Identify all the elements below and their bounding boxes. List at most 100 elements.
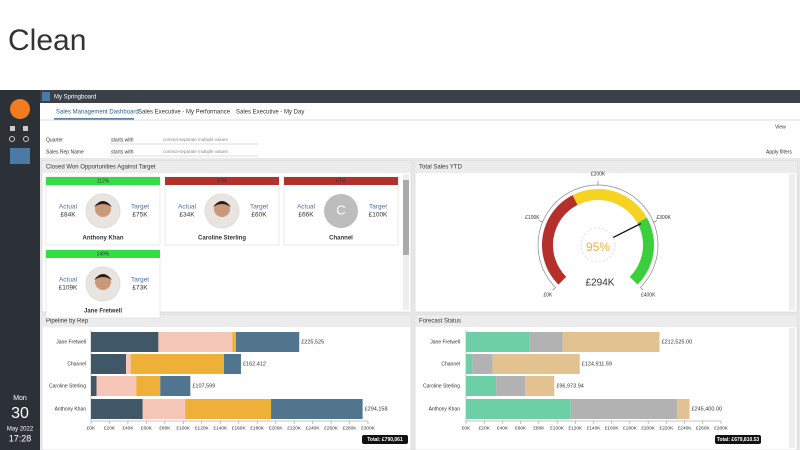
- gauge-hub: [580, 227, 616, 263]
- actual-label: Actual: [59, 204, 78, 211]
- gauge-percent: 95%: [586, 240, 610, 254]
- gauge-tick: [640, 287, 644, 291]
- icon[interactable]: [23, 126, 28, 131]
- bar-segment: [223, 354, 241, 374]
- bar-segment: [496, 376, 526, 396]
- scrollbar[interactable]: [789, 174, 795, 310]
- home-icon[interactable]: [42, 92, 50, 101]
- x-tick-label: £140K: [587, 425, 602, 431]
- filter-operator[interactable]: starts with: [111, 149, 134, 155]
- percent-strip: [46, 250, 160, 258]
- percent-strip: [165, 177, 279, 185]
- y-tick-label: Channel: [67, 361, 86, 367]
- bar-segment: [142, 399, 186, 419]
- settings-icon[interactable]: [23, 136, 29, 142]
- bar-segment: [472, 354, 493, 374]
- bar-segment: [466, 399, 571, 419]
- tab[interactable]: Sales Management Dashboard: [56, 110, 139, 116]
- x-tick-label: £80K: [533, 425, 545, 431]
- gauge-value: £294K: [586, 278, 615, 289]
- scrollbar[interactable]: [789, 328, 795, 448]
- actual-label: Actual: [178, 204, 197, 211]
- x-tick-label: £260K: [324, 425, 339, 431]
- gauge-tick-label: £200K: [591, 171, 606, 177]
- x-tick-label: £60K: [141, 425, 153, 431]
- bar-segment: [130, 354, 224, 374]
- total-badge: [715, 435, 761, 444]
- filter-operator[interactable]: starts with: [111, 137, 134, 143]
- x-tick-label: £40K: [122, 425, 134, 431]
- x-tick-label: £220K: [287, 425, 302, 431]
- filter-input[interactable]: comma-separate multiple values: [163, 149, 229, 154]
- rep-name: Jane Fretwell: [84, 309, 122, 315]
- date: 30: [11, 405, 29, 422]
- bar-segment: [158, 332, 233, 352]
- tab[interactable]: Sales Executive - My Performance: [138, 110, 231, 116]
- bar-segment: [271, 399, 363, 419]
- bar-segment: [492, 354, 580, 374]
- gauge-band: [629, 217, 654, 285]
- avatar-face: [95, 201, 111, 217]
- x-tick-label: £20K: [479, 425, 491, 431]
- x-tick-label: £180K: [623, 425, 638, 431]
- x-tick-label: £180K: [250, 425, 265, 431]
- total-badge-label: Total: £790,061: [367, 437, 403, 443]
- total-label: £162,412: [243, 361, 266, 367]
- avatar-hair: [213, 201, 231, 207]
- percent: 112%: [97, 178, 110, 184]
- total-label: £96,973.94: [556, 383, 584, 389]
- home-button[interactable]: [10, 148, 30, 164]
- apply-filters[interactable]: Apply filters: [766, 149, 792, 155]
- total-label: £245,400.00: [691, 406, 722, 412]
- bar-segment: [126, 354, 131, 374]
- percent: 149%: [97, 251, 110, 257]
- view-button[interactable]: View: [775, 124, 786, 130]
- caption: Clean: [8, 24, 86, 57]
- bar-segment: [529, 332, 563, 352]
- search-icon[interactable]: [9, 136, 15, 142]
- x-tick-label: £200K: [269, 425, 284, 431]
- bar-segment: [136, 376, 161, 396]
- filter-input[interactable]: comma-separate multiple values: [163, 137, 229, 142]
- x-tick-label: £100K: [176, 425, 191, 431]
- bar-segment: [232, 332, 236, 352]
- gauge-tick: [552, 287, 556, 291]
- bar-segment: [525, 376, 555, 396]
- target-value: £75K: [132, 212, 148, 219]
- bar-segment: [466, 332, 530, 352]
- bar-segment: [466, 376, 497, 396]
- panel-title: Closed Won Opportunities Against Target: [46, 165, 156, 171]
- x-tick-label: £120K: [568, 425, 583, 431]
- panel-header: [42, 161, 411, 173]
- x-tick-label: £60K: [515, 425, 527, 431]
- x-tick-label: £240K: [306, 425, 321, 431]
- icon[interactable]: [10, 126, 15, 131]
- actual-label: Actual: [59, 277, 78, 284]
- actual-value: £109K: [59, 285, 78, 292]
- panel-header: [415, 161, 797, 173]
- avatar: [324, 194, 358, 228]
- scroll-thumb[interactable]: [403, 180, 409, 255]
- target-value: £100K: [369, 212, 388, 219]
- gauge-needle: [612, 222, 642, 238]
- tab[interactable]: Sales Executive - My Day: [236, 110, 304, 116]
- bar-segment: [91, 332, 159, 352]
- actual-value: £84K: [60, 212, 76, 219]
- month: May 2022: [7, 427, 34, 433]
- total-label: £107,599: [192, 383, 215, 389]
- x-tick-label: £300K: [361, 425, 376, 431]
- time: 17:28: [9, 433, 32, 443]
- logo[interactable]: [10, 99, 30, 119]
- x-tick-label: £100K: [550, 425, 565, 431]
- x-tick-label: £40K: [497, 425, 509, 431]
- y-tick-label: Anthony Khan: [55, 406, 87, 412]
- panel: [414, 160, 798, 313]
- bar-segment: [235, 332, 300, 352]
- total-badge-label: Total: £679,810.53: [717, 437, 760, 443]
- gauge-tick-label: £400K: [641, 293, 656, 299]
- total-label: £225,525: [301, 339, 324, 345]
- actual-value: £66K: [298, 212, 314, 219]
- panel-title: Forecast Status: [419, 319, 461, 325]
- y-tick-label: Caroline Sterling: [49, 383, 86, 389]
